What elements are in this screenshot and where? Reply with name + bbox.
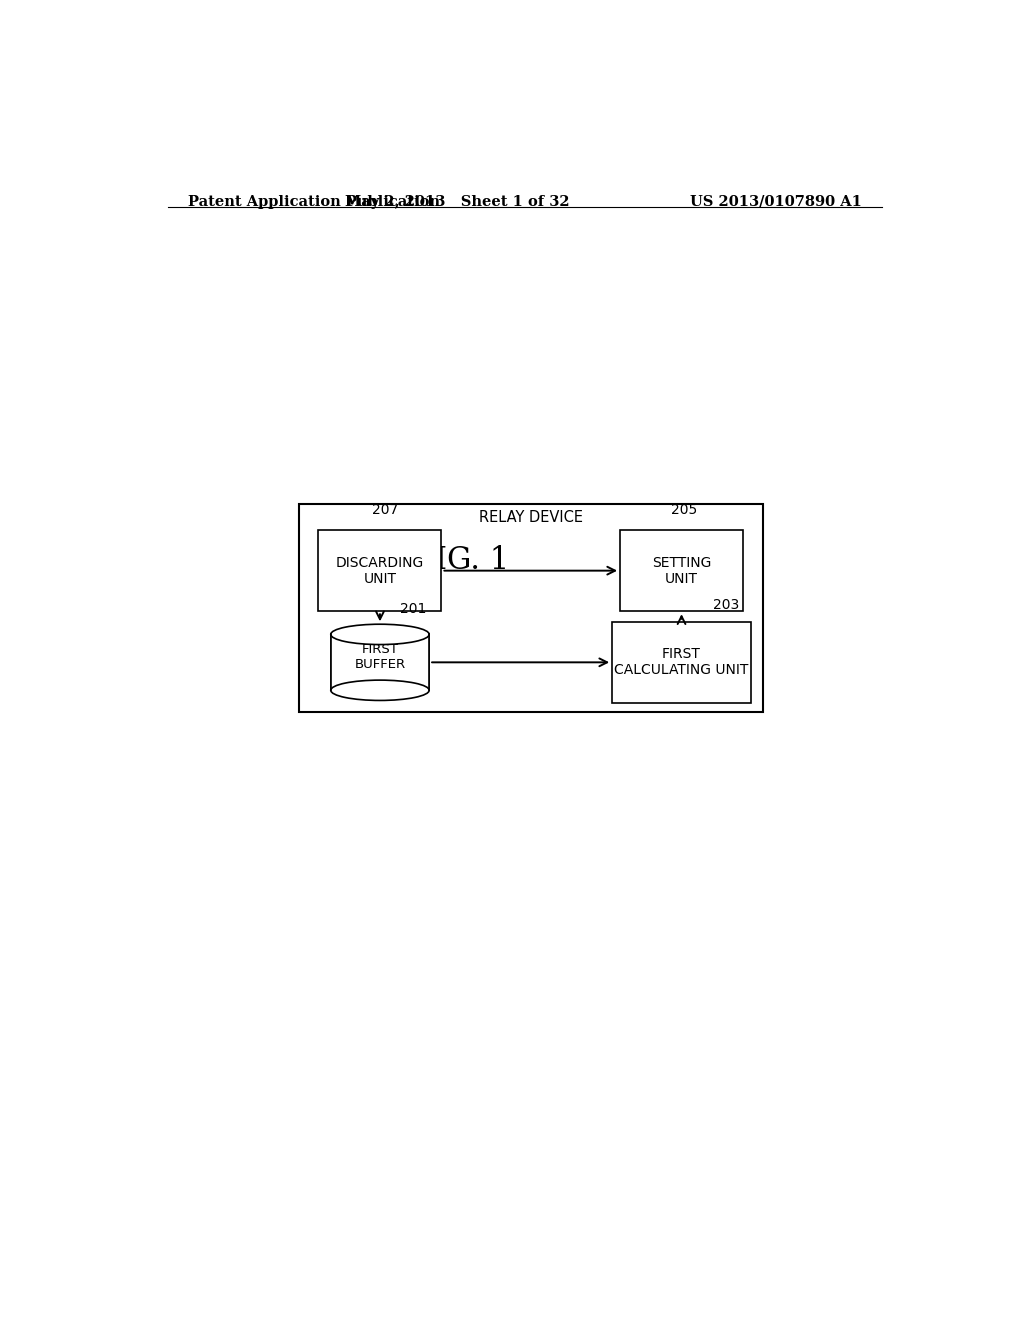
Bar xyxy=(299,504,763,713)
Text: RELAY DEVICE: RELAY DEVICE xyxy=(479,510,583,525)
Text: FIG. 1: FIG. 1 xyxy=(414,545,509,576)
Text: May 2, 2013   Sheet 1 of 32: May 2, 2013 Sheet 1 of 32 xyxy=(345,195,569,209)
Text: US 2013/0107890 A1: US 2013/0107890 A1 xyxy=(690,195,862,209)
Bar xyxy=(331,635,429,690)
Text: FIRST
CALCULATING UNIT: FIRST CALCULATING UNIT xyxy=(614,647,749,677)
Text: 207: 207 xyxy=(372,503,398,516)
Bar xyxy=(331,635,429,690)
Bar xyxy=(620,531,743,611)
Text: Patent Application Publication: Patent Application Publication xyxy=(187,195,439,209)
Ellipse shape xyxy=(331,624,429,644)
Text: 205: 205 xyxy=(671,503,697,516)
Ellipse shape xyxy=(331,680,429,701)
Text: SETTING
UNIT: SETTING UNIT xyxy=(652,556,712,586)
Text: FIRST
BUFFER: FIRST BUFFER xyxy=(354,643,406,672)
Text: 201: 201 xyxy=(399,602,426,616)
Bar xyxy=(318,531,441,611)
Bar xyxy=(612,622,751,704)
Text: 203: 203 xyxy=(714,598,739,611)
Text: DISCARDING
UNIT: DISCARDING UNIT xyxy=(336,556,424,586)
